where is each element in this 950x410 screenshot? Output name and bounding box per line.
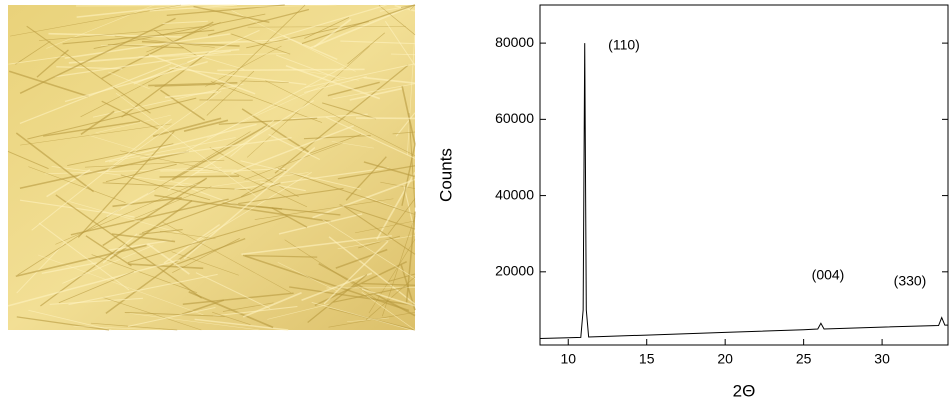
x-tick-label: 10: [560, 351, 576, 367]
x-tick-label: 25: [796, 351, 812, 367]
peak-annotation: (110): [608, 37, 640, 53]
crystal-streak: [217, 69, 364, 70]
y-tick-label: 80000: [495, 34, 534, 50]
crystal-streak: [160, 176, 240, 177]
x-tick-label: 20: [717, 351, 733, 367]
peak-annotation: (330): [894, 273, 927, 289]
data-line: [540, 43, 948, 338]
plot-frame: [540, 5, 948, 345]
y-tick-label: 20000: [495, 263, 534, 279]
y-tick-label: 40000: [495, 186, 534, 202]
y-axis-label: Counts: [436, 148, 455, 202]
y-tick-label: 60000: [495, 110, 534, 126]
page: 2Θ Counts 10 15 20 25 30 20000 40000 60000 80000…: [0, 0, 950, 405]
x-axis-label: 2Θ: [733, 381, 756, 400]
micrograph: [8, 5, 415, 330]
peak-annotation: (004): [812, 267, 845, 283]
x-tick-label: 15: [639, 351, 655, 367]
x-tick-label: 30: [874, 351, 890, 367]
